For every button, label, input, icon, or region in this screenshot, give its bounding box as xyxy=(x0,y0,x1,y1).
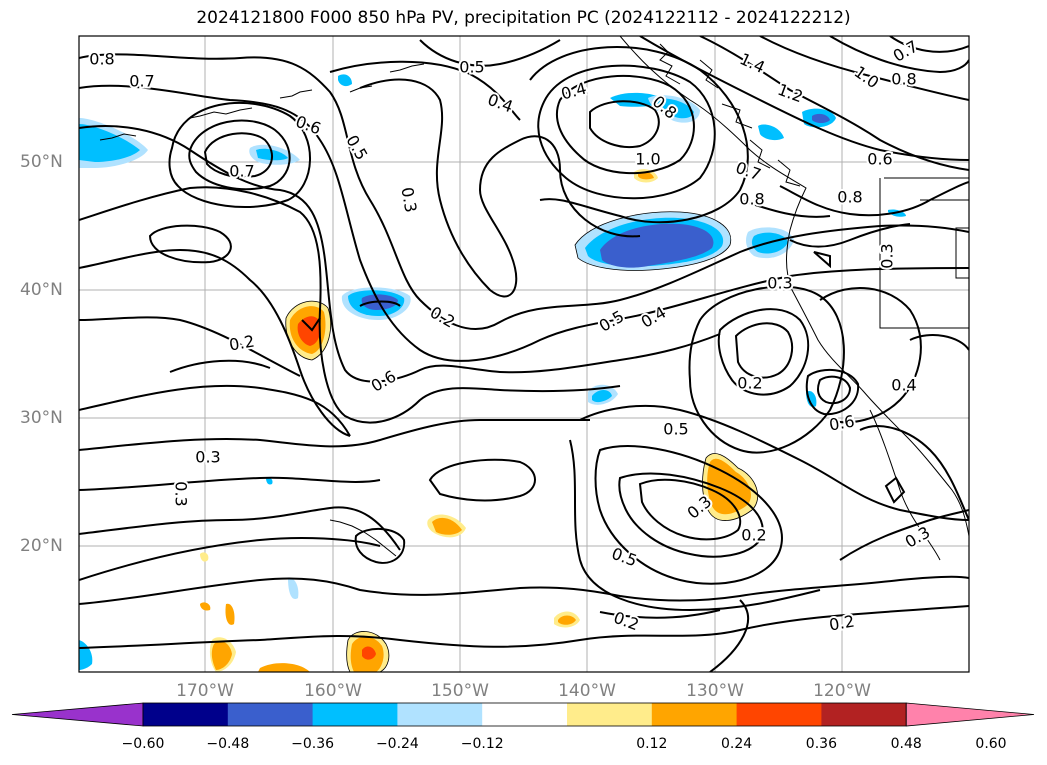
colorbar-extend-min xyxy=(11,702,144,727)
colorbar-swatch xyxy=(821,703,907,726)
pv-contours xyxy=(79,36,969,672)
contour-label: 0.3 xyxy=(195,448,220,467)
lat-label-20n: 20°N xyxy=(20,536,63,556)
contour-label: 0.6 xyxy=(368,367,400,396)
coastlines xyxy=(99,36,969,561)
colorbar-extend-max xyxy=(905,702,1035,727)
colorbar-swatch xyxy=(143,703,229,726)
contour-label: 0.2 xyxy=(741,526,766,545)
colorbar-swatch xyxy=(567,703,653,726)
contour-label: 0.4 xyxy=(559,79,589,104)
contour-label: 0.7 xyxy=(129,72,154,91)
colorbar-tick-label: 0.60 xyxy=(975,736,1007,752)
colorbar-swatch xyxy=(651,703,738,726)
contour-label: 1.2 xyxy=(775,80,805,107)
colorbar-tick-label: −0.48 xyxy=(206,736,250,752)
contour-label: 0.8 xyxy=(891,70,916,89)
contour-label: 0.2 xyxy=(737,374,762,393)
contour-label: 1.0 xyxy=(635,150,660,169)
contour-label: 0.3 xyxy=(397,186,420,214)
contour-label: 0.4 xyxy=(891,376,916,395)
contour-label: 0.6 xyxy=(867,150,892,169)
contour-label: 0.3 xyxy=(902,523,934,552)
colorbar-tick-label: 0.24 xyxy=(721,736,753,752)
colorbar-tick-label: 0.12 xyxy=(636,736,668,752)
lon-label-120w: 120°W xyxy=(813,681,871,701)
contour-label: 0.7 xyxy=(229,162,254,181)
colorbar-swatch xyxy=(397,703,483,726)
colorbar-tick-label: 0.36 xyxy=(805,736,837,752)
contour-label: 0.3 xyxy=(767,274,792,293)
precip-outline xyxy=(285,211,758,672)
lon-label-140w: 140°W xyxy=(558,681,616,701)
gridlines xyxy=(79,36,969,672)
contour-label: 0.5 xyxy=(596,307,628,336)
colorbar xyxy=(11,702,1035,727)
colorbar-tick-label: 0.48 xyxy=(890,736,922,752)
contour-label: 0.3 xyxy=(878,243,897,268)
contour-label: 0.6 xyxy=(293,112,323,139)
contour-label: 0.5 xyxy=(609,544,639,571)
colorbar-swatch xyxy=(312,703,398,726)
lat-label-30n: 30°N xyxy=(20,408,63,428)
lat-label-50n: 50°N xyxy=(20,152,63,172)
contour-label: 0.5 xyxy=(459,58,484,77)
contour-label: 0.4 xyxy=(638,303,670,332)
colorbar-swatch xyxy=(482,703,568,726)
colorbar-tick-label: −0.36 xyxy=(291,736,335,752)
lon-label-130w: 130°W xyxy=(686,681,744,701)
colorbar-tick-label: −0.24 xyxy=(375,736,419,752)
contour-label: 0.5 xyxy=(663,420,688,439)
contour-label: 0.6 xyxy=(828,411,856,434)
contour-label: 0.7 xyxy=(890,37,922,66)
contour-label: 0.3 xyxy=(172,481,191,506)
colorbar-swatch xyxy=(227,703,314,726)
chart-title: 2024121800 F000 850 hPa PV, precipitatio… xyxy=(196,8,851,28)
contour-label: 0.8 xyxy=(837,188,862,207)
colorbar-swatch xyxy=(736,703,822,726)
precip-shading xyxy=(79,74,906,672)
lat-label-40n: 40°N xyxy=(20,280,63,300)
lon-label-160w: 160°W xyxy=(304,681,362,701)
contour-label: 1.0 xyxy=(851,62,883,92)
lon-label-150w: 150°W xyxy=(431,681,489,701)
map-frame xyxy=(78,35,970,673)
contour-label: 0.8 xyxy=(89,50,114,69)
colorbar-tick-label: −0.60 xyxy=(121,736,165,752)
contour-label: 0.4 xyxy=(485,90,515,117)
contour-label: 0.2 xyxy=(828,611,856,634)
contour-label: 0.2 xyxy=(611,608,641,635)
colorbar-frame xyxy=(142,702,907,727)
contour-label: 0.2 xyxy=(427,303,459,332)
lon-label-170w: 170°W xyxy=(176,681,234,701)
colorbar-tick-label: −0.12 xyxy=(460,736,504,752)
map-area xyxy=(79,36,969,672)
contour-label: 0.8 xyxy=(739,190,764,209)
